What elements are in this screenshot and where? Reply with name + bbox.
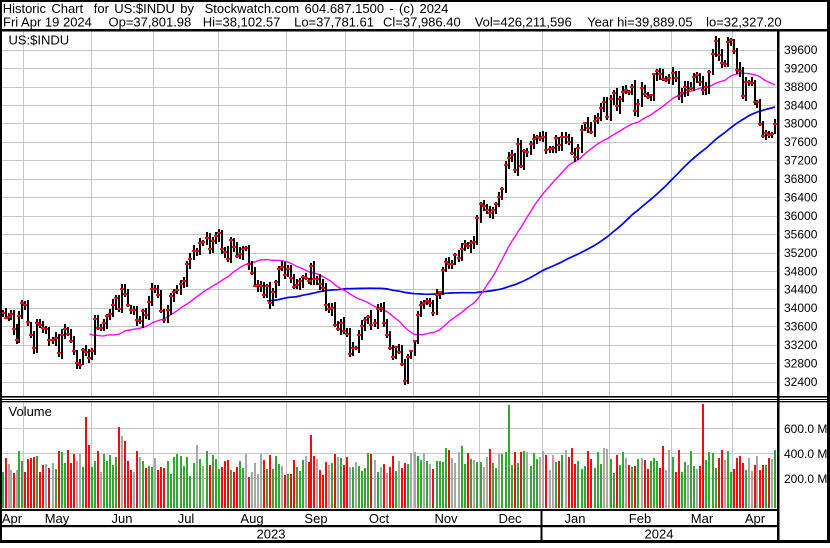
- svg-text:36000: 36000: [784, 209, 818, 223]
- svg-text:Hi=38,102.57: Hi=38,102.57: [203, 15, 281, 30]
- svg-text:200.0 M: 200.0 M: [784, 472, 827, 486]
- svg-text:Aug: Aug: [240, 511, 263, 526]
- svg-text:32800: 32800: [784, 357, 818, 371]
- svg-text:Op=37,801.98: Op=37,801.98: [109, 15, 192, 30]
- svg-text:Sep: Sep: [304, 511, 327, 526]
- svg-text:38000: 38000: [784, 117, 818, 131]
- svg-text:600.0 M: 600.0 M: [784, 422, 827, 436]
- svg-text:35200: 35200: [784, 246, 818, 260]
- svg-text:37200: 37200: [784, 154, 818, 168]
- svg-text:33600: 33600: [784, 320, 818, 334]
- svg-text:lo=32,327.20: lo=32,327.20: [706, 15, 782, 30]
- svg-text:32400: 32400: [784, 375, 818, 389]
- svg-text:36400: 36400: [784, 191, 818, 205]
- svg-text:2023: 2023: [257, 527, 286, 542]
- svg-text:US:$INDU: US:$INDU: [9, 33, 70, 48]
- svg-text:39200: 39200: [784, 61, 818, 75]
- svg-text:Nov: Nov: [434, 511, 458, 526]
- svg-text:Apr: Apr: [745, 511, 766, 526]
- svg-text:Cl=37,986.40: Cl=37,986.40: [383, 15, 461, 30]
- svg-text:Feb: Feb: [629, 511, 651, 526]
- svg-text:36800: 36800: [784, 172, 818, 186]
- svg-text:34000: 34000: [784, 301, 818, 315]
- svg-text:Apr: Apr: [2, 511, 23, 526]
- svg-text:2024: 2024: [645, 527, 674, 542]
- svg-text:34800: 34800: [784, 264, 818, 278]
- svg-text:38400: 38400: [784, 98, 818, 112]
- svg-text:400.0 M: 400.0 M: [784, 447, 827, 461]
- svg-text:Volume: Volume: [9, 404, 52, 419]
- svg-text:39600: 39600: [784, 43, 818, 57]
- svg-text:Lo=37,781.61: Lo=37,781.61: [294, 15, 374, 30]
- svg-text:Jul: Jul: [178, 511, 195, 526]
- svg-text:Oct: Oct: [369, 511, 390, 526]
- svg-text:Fri Apr 19 2024: Fri Apr 19 2024: [3, 15, 92, 30]
- svg-text:Jun: Jun: [112, 511, 133, 526]
- svg-text:34400: 34400: [784, 283, 818, 297]
- svg-text:35600: 35600: [784, 227, 818, 241]
- svg-text:33200: 33200: [784, 338, 818, 352]
- svg-text:Historic Chart for US:$INDU b: Historic Chart for US:$INDU by Stockwatc…: [3, 1, 449, 16]
- svg-text:Jan: Jan: [565, 511, 586, 526]
- svg-text:37600: 37600: [784, 135, 818, 149]
- svg-text:May: May: [45, 511, 70, 526]
- svg-text:Dec: Dec: [498, 511, 522, 526]
- svg-text:38800: 38800: [784, 80, 818, 94]
- svg-text:Mar: Mar: [691, 511, 714, 526]
- svg-text:Vol=426,211,596: Vol=426,211,596: [475, 15, 572, 30]
- svg-text:Year hi=39,889.05: Year hi=39,889.05: [587, 15, 692, 30]
